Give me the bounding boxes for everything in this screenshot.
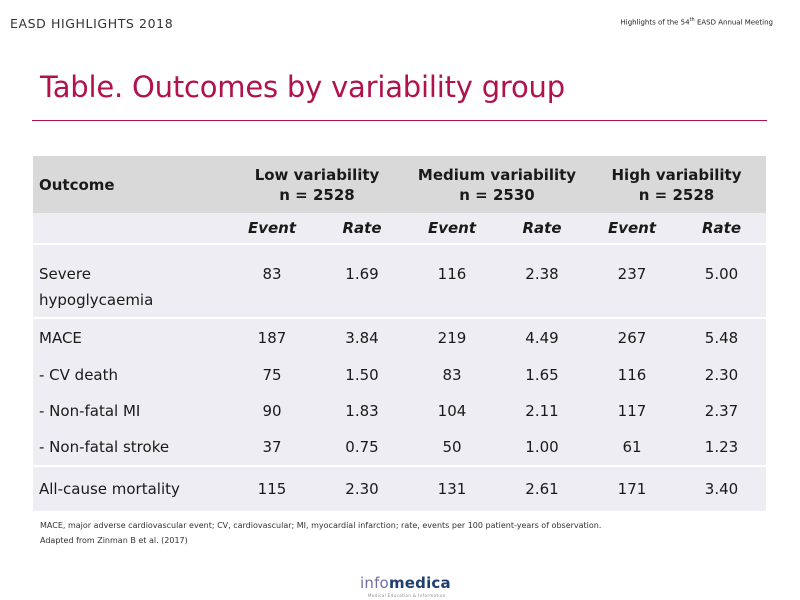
cell: 83 [407, 357, 497, 393]
slide-title: Table. Outcomes by variability group [40, 70, 565, 104]
subheader-event: Event [587, 213, 677, 243]
cell: 1.83 [317, 393, 407, 429]
infomedica-logo: infomedica [360, 574, 451, 592]
table-row: Severe 83 1.69 116 2.38 237 5.00 [33, 245, 767, 283]
cell: 267 [587, 319, 677, 357]
subheader-rate: Rate [317, 213, 407, 243]
meeting-label: Highlights of the 54th EASD Annual Meeti… [620, 17, 774, 27]
cell: 116 [587, 357, 677, 393]
row-label: MACE [33, 319, 227, 357]
cell: 83 [227, 245, 317, 283]
cell: 104 [407, 393, 497, 429]
footnote-source: Adapted from Zinman B et al. (2017) [40, 536, 188, 545]
table-row: - CV death 75 1.50 83 1.65 116 2.30 [33, 357, 767, 393]
cell: 115 [227, 467, 317, 511]
subheader-event: Event [407, 213, 497, 243]
subheader-rate: Rate [677, 213, 767, 243]
table-row: MACE 187 3.84 219 4.49 267 5.48 [33, 319, 767, 357]
cell: 2.30 [317, 467, 407, 511]
outcomes-table: Outcome Low variability n = 2528 Medium v… [33, 156, 767, 511]
cell: 116 [407, 245, 497, 283]
cell: 3.84 [317, 319, 407, 357]
subheader-blank [33, 213, 227, 243]
cell: 2.38 [497, 245, 587, 283]
cell: 5.48 [677, 319, 767, 357]
group-header-low: Low variability n = 2528 [227, 156, 407, 213]
cell: 237 [587, 245, 677, 283]
cell: 2.37 [677, 393, 767, 429]
row-label: All-cause mortality [33, 467, 227, 511]
table-row: - Non-fatal stroke 37 0.75 50 1.00 61 1.… [33, 429, 767, 465]
cell: 2.30 [677, 357, 767, 393]
cell: 1.69 [317, 245, 407, 283]
cell: 1.00 [497, 429, 587, 465]
subheader-event: Event [227, 213, 317, 243]
cell: 37 [227, 429, 317, 465]
row-label: - Non-fatal stroke [33, 429, 227, 465]
cell: 1.65 [497, 357, 587, 393]
row-label: Severe [33, 245, 227, 283]
table-row: All-cause mortality 115 2.30 131 2.61 17… [33, 467, 767, 511]
cell: 0.75 [317, 429, 407, 465]
cell: 4.49 [497, 319, 587, 357]
group-header-high: High variability n = 2528 [587, 156, 767, 213]
conference-label: EASD HIGHLIGHTS 2018 [10, 16, 174, 31]
cell: 2.61 [497, 467, 587, 511]
row-label: - CV death [33, 357, 227, 393]
cell: 75 [227, 357, 317, 393]
cell: 219 [407, 319, 497, 357]
footnote-abbreviations: MACE, major adverse cardiovascular event… [40, 521, 602, 530]
row-label: - Non-fatal MI [33, 393, 227, 429]
cell: 2.11 [497, 393, 587, 429]
cell: 90 [227, 393, 317, 429]
cell: 1.50 [317, 357, 407, 393]
group-header-medium: Medium variability n = 2530 [407, 156, 587, 213]
row-label: hypoglycaemia [33, 283, 227, 317]
title-underline [32, 120, 767, 121]
cell: 1.23 [677, 429, 767, 465]
cell: 171 [587, 467, 677, 511]
table-row-continuation: hypoglycaemia [33, 283, 767, 317]
table-header-row: Outcome Low variability n = 2528 Medium v… [33, 156, 767, 213]
cell: 131 [407, 467, 497, 511]
cell: 187 [227, 319, 317, 357]
cell: 117 [587, 393, 677, 429]
cell: 3.40 [677, 467, 767, 511]
cell: 5.00 [677, 245, 767, 283]
table-subheader-row: Event Rate Event Rate Event Rate [33, 213, 767, 243]
cell: 61 [587, 429, 677, 465]
table-row: - Non-fatal MI 90 1.83 104 2.11 117 2.37 [33, 393, 767, 429]
cell: 50 [407, 429, 497, 465]
subheader-rate: Rate [497, 213, 587, 243]
logo-tagline: Medical Education & Information [368, 593, 446, 598]
outcome-header: Outcome [33, 156, 227, 213]
footnote: MACE, major adverse cardiovascular event… [40, 518, 601, 548]
